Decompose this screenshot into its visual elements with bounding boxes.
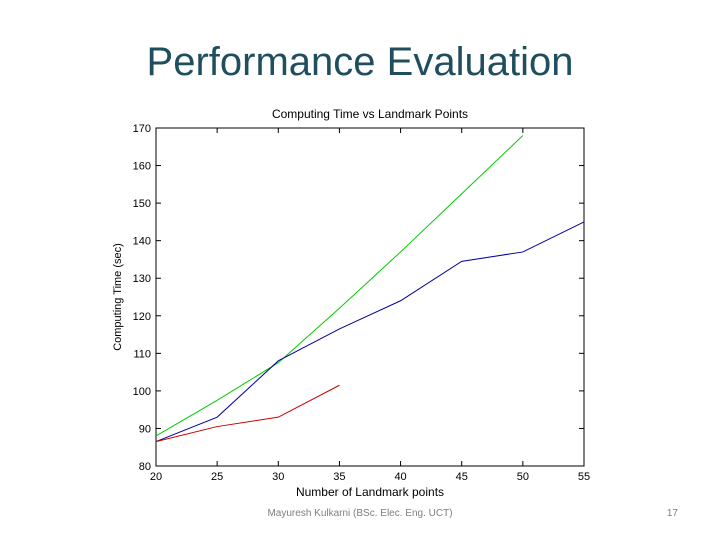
y-tick-label: 150: [133, 198, 151, 210]
y-tick-label: 120: [133, 311, 151, 323]
x-tick-label: 35: [333, 471, 345, 483]
x-tick-label: 55: [578, 471, 590, 483]
y-tick-label: 110: [133, 348, 151, 360]
x-tick-label: 50: [517, 471, 529, 483]
series-line-2: [155, 221, 585, 443]
slide-footer: Mayuresh Kulkarni (BSc. Elec. Eng. UCT): [267, 508, 453, 519]
y-tick-label: 140: [133, 236, 151, 248]
chart-title: Computing Time vs Landmark Points: [272, 107, 468, 121]
ticks-layer: 20 25 30 35 40 45 50 55 80 90 100 110 120 130 140 150 16…: [133, 123, 590, 483]
x-tick-label: 30: [272, 471, 284, 483]
x-tick-label: 20: [150, 471, 162, 483]
x-tick-label: 40: [394, 471, 406, 483]
series-layer: [155, 135, 585, 443]
y-tick-label: 80: [139, 461, 151, 473]
x-tick-label: 45: [456, 471, 468, 483]
series-line-1: [155, 135, 524, 437]
y-tick-label: 160: [133, 161, 151, 173]
y-tick-label: 90: [139, 423, 151, 435]
x-axis-label: Number of Landmark points: [296, 485, 444, 499]
plot-frame: [155, 127, 585, 467]
y-tick-label: 130: [133, 273, 151, 285]
y-axis-label: Computing Time (sec): [112, 243, 124, 351]
page-number: 17: [666, 508, 678, 519]
x-tick-label: 25: [211, 471, 223, 483]
y-tick-label: 170: [133, 123, 151, 135]
series-line-3: [155, 384, 340, 443]
slide-title: Performance Evaluation: [146, 40, 574, 84]
y-tick-label: 100: [133, 386, 151, 398]
